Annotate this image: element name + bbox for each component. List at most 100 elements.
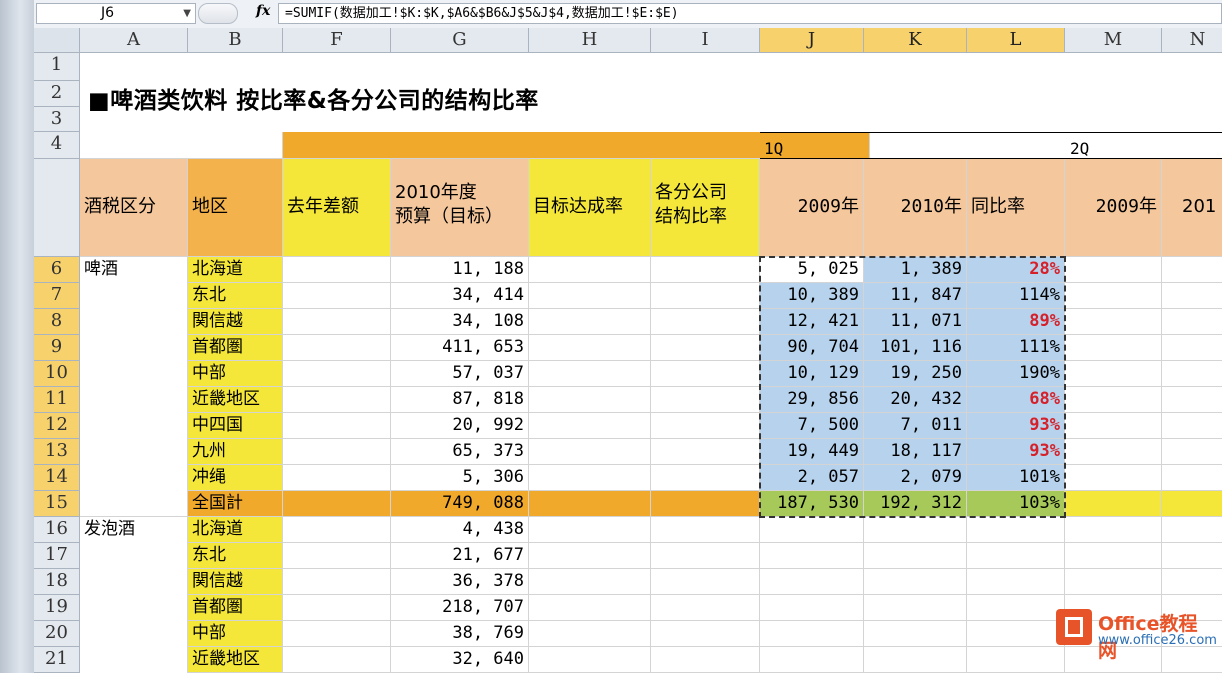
row-header-8[interactable]: 8 [34, 309, 80, 335]
budget-cell[interactable]: 4, 438 [391, 517, 529, 543]
insert-function-icon[interactable]: fx [256, 3, 271, 19]
cell[interactable] [1162, 491, 1222, 517]
row-header-18[interactable]: 18 [34, 569, 80, 595]
row-header-13[interactable]: 13 [34, 439, 80, 465]
formula-bar-toggle[interactable] [198, 3, 238, 24]
cell[interactable] [391, 53, 529, 81]
row-header-2[interactable]: 2 [34, 81, 80, 107]
cell[interactable] [760, 543, 864, 569]
total-2009-cell[interactable]: 187, 530 [760, 491, 864, 517]
cell[interactable] [651, 595, 760, 621]
cell[interactable] [529, 53, 651, 81]
row-header-15[interactable]: 15 [34, 491, 80, 517]
tax-category-cell[interactable] [80, 439, 188, 465]
cell[interactable] [1065, 387, 1162, 413]
region-cell[interactable]: 首都圏 [188, 595, 283, 621]
cell[interactable] [864, 107, 967, 132]
cell[interactable] [864, 53, 967, 81]
budget-cell[interactable]: 87, 818 [391, 387, 529, 413]
header-q2-2010[interactable]: 201 [1162, 159, 1222, 257]
region-cell[interactable]: 関信越 [188, 309, 283, 335]
cell[interactable] [1065, 283, 1162, 309]
tax-category-cell[interactable] [80, 309, 188, 335]
cell[interactable] [967, 132, 1065, 159]
cell[interactable] [1065, 491, 1162, 517]
last-year-diff-cell[interactable] [283, 309, 391, 335]
structure-ratio-cell[interactable] [651, 361, 760, 387]
row-header-5[interactable]: 5 [34, 159, 80, 279]
formula-input[interactable]: =SUMIF(数据加工!$K:$K,$A6&$B6&J$5&J$4,数据加工!$… [278, 3, 1222, 24]
structure-ratio-cell[interactable] [651, 413, 760, 439]
region-cell[interactable]: 九州 [188, 439, 283, 465]
cell[interactable] [760, 81, 864, 107]
cell[interactable] [760, 53, 864, 81]
cell[interactable] [760, 132, 870, 159]
cell[interactable] [651, 53, 760, 81]
header-2009[interactable]: 2009年 [760, 159, 864, 257]
cell[interactable] [651, 107, 760, 132]
cell[interactable] [651, 621, 760, 647]
cell[interactable] [529, 107, 651, 132]
header-achievement-rate[interactable]: 目标达成率 [529, 159, 651, 257]
cell[interactable] [651, 517, 760, 543]
column-header-a[interactable]: A [80, 28, 188, 53]
cell[interactable] [864, 621, 967, 647]
cell[interactable] [529, 491, 651, 517]
cell[interactable] [283, 132, 391, 159]
column-header-m[interactable]: M [1065, 28, 1162, 53]
value-2010-cell[interactable]: 19, 250 [864, 361, 967, 387]
yoy-cell[interactable]: 114% [967, 283, 1065, 309]
structure-ratio-cell[interactable] [651, 439, 760, 465]
row-header-14[interactable]: 14 [34, 465, 80, 491]
cell[interactable] [283, 543, 391, 569]
cell[interactable] [1065, 335, 1162, 361]
region-cell[interactable]: 冲绳 [188, 465, 283, 491]
achievement-cell[interactable] [529, 465, 651, 491]
column-header-f[interactable]: F [283, 28, 391, 53]
cell[interactable] [864, 81, 967, 107]
cell[interactable] [80, 132, 188, 159]
cell[interactable] [529, 132, 651, 159]
value-2009-cell[interactable]: 19, 449 [760, 439, 864, 465]
yoy-cell[interactable]: 68% [967, 387, 1065, 413]
cell[interactable] [1162, 132, 1222, 159]
tax-category-cell[interactable] [80, 283, 188, 309]
value-2009-cell[interactable]: 7, 500 [760, 413, 864, 439]
row-header-10[interactable]: 10 [34, 361, 80, 387]
cell[interactable] [651, 491, 760, 517]
cell[interactable] [1162, 309, 1222, 335]
yoy-cell[interactable]: 101% [967, 465, 1065, 491]
tax-category-cell[interactable] [80, 647, 188, 673]
cell[interactable] [760, 647, 864, 673]
achievement-cell[interactable] [529, 361, 651, 387]
header-structure-ratio[interactable]: 各分公司 结构比率 [651, 159, 760, 257]
structure-ratio-cell[interactable] [651, 283, 760, 309]
value-2010-cell[interactable]: 101, 116 [864, 335, 967, 361]
value-2009-cell[interactable]: 10, 389 [760, 283, 864, 309]
budget-cell[interactable]: 57, 037 [391, 361, 529, 387]
achievement-cell[interactable] [529, 387, 651, 413]
cell[interactable] [391, 132, 529, 159]
cell[interactable] [529, 595, 651, 621]
structure-ratio-cell[interactable] [651, 465, 760, 491]
row-header-9[interactable]: 9 [34, 335, 80, 361]
column-header-h[interactable]: H [529, 28, 651, 53]
cell[interactable] [967, 543, 1065, 569]
column-header-l[interactable]: L [967, 28, 1065, 53]
cell[interactable] [1065, 132, 1162, 159]
last-year-diff-cell[interactable] [283, 361, 391, 387]
tax-category-cell[interactable] [80, 387, 188, 413]
region-cell[interactable]: 関信越 [188, 569, 283, 595]
value-2009-cell[interactable]: 5, 025 [760, 257, 864, 283]
row-header-4[interactable]: 4 [34, 132, 80, 159]
cell[interactable] [529, 543, 651, 569]
cell[interactable] [529, 621, 651, 647]
budget-cell[interactable]: 218, 707 [391, 595, 529, 621]
cell[interactable] [1065, 465, 1162, 491]
yoy-cell[interactable]: 111% [967, 335, 1065, 361]
value-2009-cell[interactable]: 29, 856 [760, 387, 864, 413]
cell[interactable] [651, 132, 760, 159]
cell[interactable] [283, 53, 391, 81]
cell[interactable] [529, 517, 651, 543]
budget-cell[interactable]: 65, 373 [391, 439, 529, 465]
